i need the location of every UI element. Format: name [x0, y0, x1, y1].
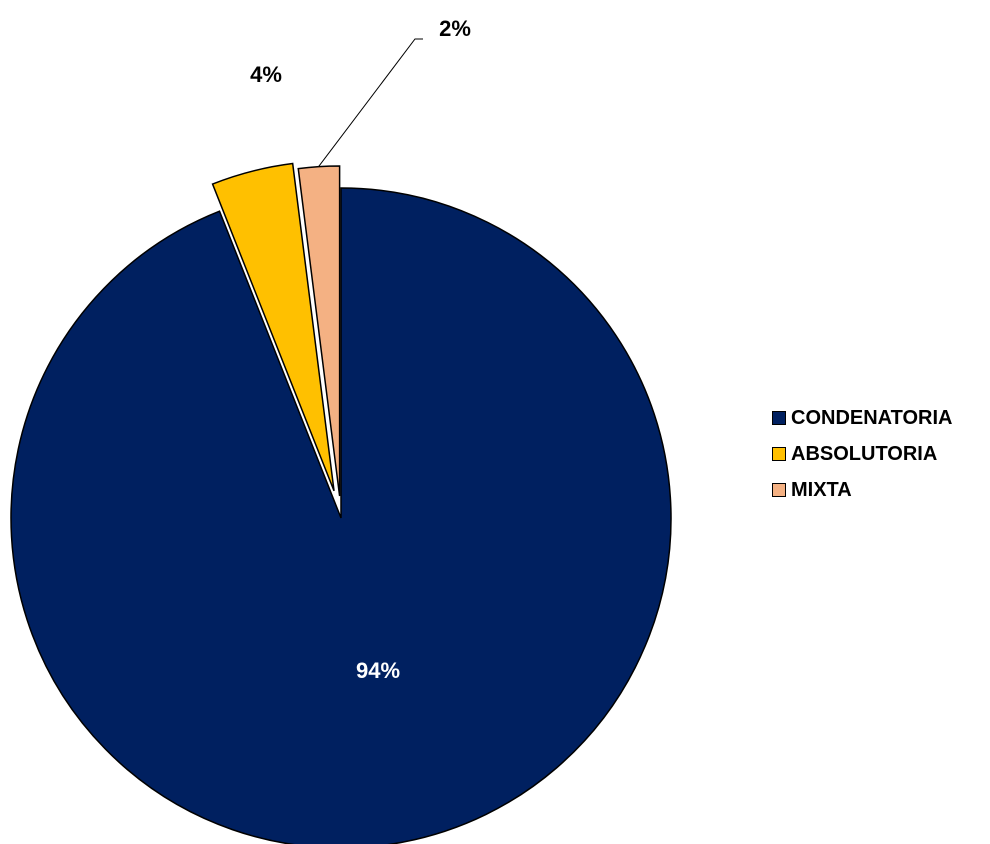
data-label-absolutoria: 4% [250, 62, 282, 87]
pie-slice-absolutoria [211, 162, 335, 492]
data-label-condenatoria: 94% [356, 658, 400, 683]
data-label-mixta: 2% [439, 16, 471, 41]
legend-item-absolutoria: ABSOLUTORIA [772, 436, 952, 472]
chart-legend: CONDENATORIA ABSOLUTORIA MIXTA [772, 400, 952, 508]
legend-label-condenatoria: CONDENATORIA [791, 406, 953, 429]
legend-item-mixta: MIXTA [772, 472, 952, 508]
legend-swatch-condenatoria [772, 411, 786, 425]
pie-slice-condenatoria [10, 187, 672, 844]
legend-label-absolutoria: ABSOLUTORIA [791, 442, 938, 465]
leader-line-mixta [318, 38, 423, 168]
legend-swatch-mixta [772, 483, 786, 497]
legend-item-condenatoria: CONDENATORIA [772, 400, 952, 436]
legend-label-mixta: MIXTA [791, 478, 852, 501]
legend-swatch-absolutoria [772, 447, 786, 461]
